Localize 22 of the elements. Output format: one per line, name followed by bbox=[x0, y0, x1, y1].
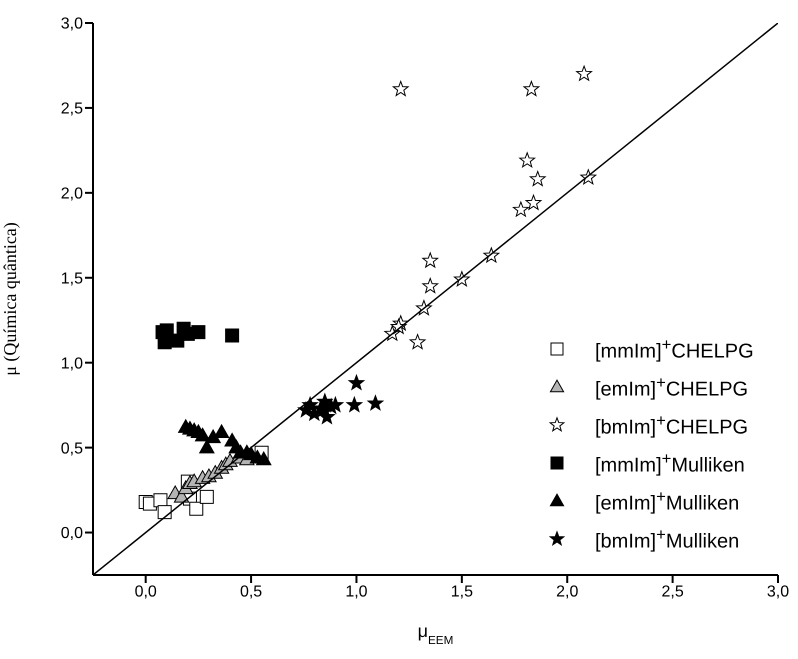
x-tick-label: 1,5 bbox=[450, 583, 474, 600]
legend-label: [emIm]$^{+}$Mulliken bbox=[595, 486, 740, 516]
x-axis-title: μ$_{EEM}$ bbox=[418, 621, 454, 646]
x-tick-label: 3,0 bbox=[766, 583, 790, 600]
x-tick-label: 2,5 bbox=[661, 583, 684, 600]
y-tick-label: 0,5 bbox=[60, 440, 84, 458]
x-tick-label: 0,0 bbox=[134, 583, 157, 600]
legend-label: [bmIm]$^{+}$Mulliken bbox=[595, 524, 740, 554]
y-axis-title: μ (Química quântica) bbox=[0, 222, 20, 376]
x-tick-label: 2,0 bbox=[556, 583, 578, 600]
legend-label: [bmIm]$^{+}$CHELPG bbox=[595, 410, 748, 440]
x-tick-label: 1,0 bbox=[345, 583, 368, 600]
y-tick-label: 2,0 bbox=[60, 186, 84, 203]
y-tick-label: 1,5 bbox=[60, 270, 84, 288]
y-tick-label: 1,0 bbox=[60, 355, 84, 372]
legend-label: [mmIm]$^{+}$Mulliken bbox=[595, 448, 745, 478]
y-tick-label: 2,5 bbox=[60, 100, 84, 118]
legend-label: [emIm]$^{+}$CHELPG bbox=[595, 372, 748, 402]
y-tick-label: 0,0 bbox=[60, 525, 84, 542]
legend-label: [mmIm]$^{+}$CHELPG bbox=[595, 334, 754, 364]
x-tick-label: 0,5 bbox=[240, 583, 262, 600]
y-tick-label: 3,0 bbox=[60, 16, 84, 33]
